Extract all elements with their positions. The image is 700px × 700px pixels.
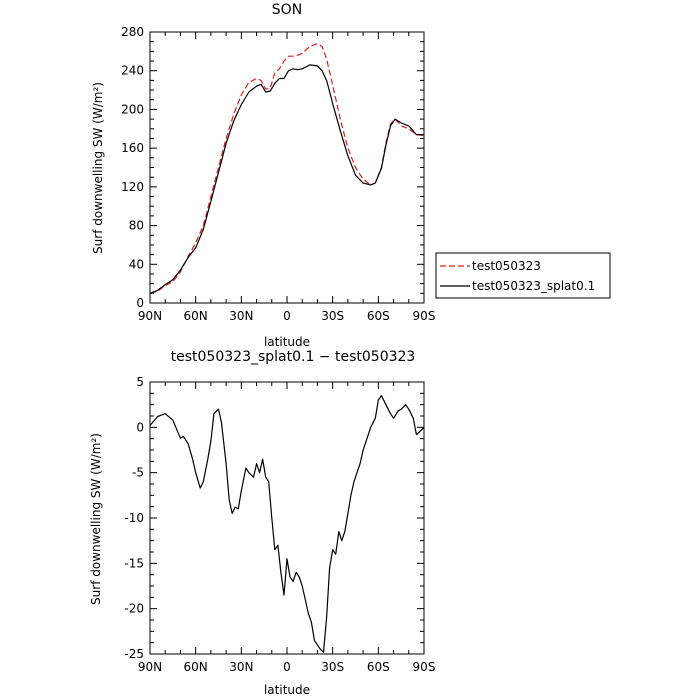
bottom-plot-frame (149, 381, 425, 655)
bottom-x-tick-label: 60S (367, 660, 390, 674)
top-y-tick-label: 80 (129, 219, 144, 233)
bottom-y-tick-label: -15 (124, 556, 144, 570)
top-y-tick-label: 240 (121, 64, 144, 78)
bottom-y-axis-label: Surf downwelling SW (W/m²) (89, 433, 103, 605)
bottom-x-tick-label: 90N (138, 660, 162, 674)
top-y-tick-label: 120 (121, 180, 144, 194)
top-chart-title: SON (272, 2, 302, 18)
bottom-x-axis-label: latitude (264, 683, 310, 697)
top-y-tick-label: 280 (121, 25, 144, 39)
top-series-line-1 (149, 64, 424, 294)
legend: test050323 test050323_splat0.1 (435, 252, 611, 299)
bottom-x-tick-label: 0 (283, 660, 291, 674)
bottom-x-tick-label: 60N (184, 660, 208, 674)
top-x-tick-label: 90N (138, 309, 162, 323)
bottom-series-lines (149, 395, 425, 653)
top-y-tick-label: 160 (121, 141, 144, 155)
bottom-y-tick-label: -10 (124, 511, 144, 525)
bottom-y-tick-label: -5 (132, 466, 144, 480)
bottom-x-tick-label: 90S (413, 660, 436, 674)
top-x-axis-label: latitude (264, 335, 310, 349)
bottom-y-tick-label: 0 (136, 420, 144, 434)
top-x-tick-label: 30S (321, 309, 344, 323)
legend-label-test050323: test050323 (472, 259, 541, 273)
top-ticks: 0 40 80 120 160 200 240 280 90N 60N 30N 0 30S 60S 90S (121, 25, 435, 323)
top-y-tick-label: 200 (121, 102, 144, 116)
top-x-tick-label: 60N (184, 309, 208, 323)
bottom-chart-title: test050323_splat0.1 − test050323 (171, 349, 416, 365)
top-x-tick-label: 60S (367, 309, 390, 323)
top-panel: SON Surf downwelling SW (W/m²) latitude … (91, 2, 435, 349)
bottom-ticks: -25 -20 -15 -10 -5 0 5 90N 60N 30N 0 30S 60S 90S (124, 375, 435, 674)
bottom-x-tick-label: 30N (229, 660, 253, 674)
top-y-axis-label: Surf downwelling SW (W/m²) (91, 82, 105, 254)
bottom-panel: test050323_splat0.1 − test050323 Surf do… (89, 349, 435, 697)
legend-label-test050323-splat: test050323_splat0.1 (472, 279, 595, 293)
top-y-tick-label: 0 (136, 296, 144, 310)
top-series-lines (149, 43, 425, 294)
bottom-x-tick-label: 30S (321, 660, 344, 674)
top-plot-frame (149, 31, 425, 304)
bottom-y-tick-label: 5 (136, 375, 144, 389)
top-series-line-0 (149, 43, 425, 294)
bottom-y-tick-label: -20 (124, 602, 144, 616)
top-x-tick-label: 90S (413, 309, 436, 323)
top-y-tick-label: 40 (129, 257, 144, 271)
top-x-tick-label: 0 (283, 309, 291, 323)
bottom-series-line-0 (149, 395, 425, 653)
legend-box (435, 252, 611, 299)
bottom-y-tick-label: -25 (124, 647, 144, 661)
top-x-tick-label: 30N (229, 309, 253, 323)
